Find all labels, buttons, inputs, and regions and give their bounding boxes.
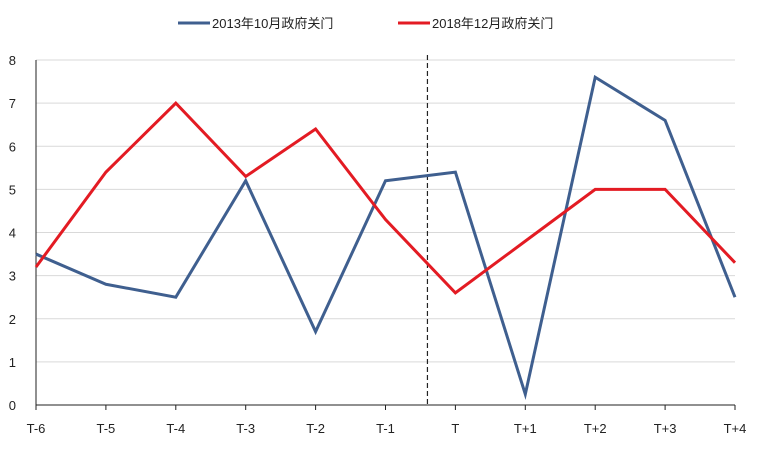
x-tick-label: T+3 xyxy=(654,421,677,436)
y-tick-label: 2 xyxy=(9,312,16,327)
series-line-1 xyxy=(35,74,737,401)
y-tick-label: 7 xyxy=(9,96,16,111)
x-tick-label: T+1 xyxy=(514,421,537,436)
legend-label: 2013年10月政府关门 xyxy=(212,16,333,31)
y-tick-label: 8 xyxy=(9,53,16,68)
x-tick-label: T-3 xyxy=(236,421,255,436)
legend-label: 2018年12月政府关门 xyxy=(432,16,553,31)
x-tick-label: T-1 xyxy=(376,421,395,436)
y-tick-label: 3 xyxy=(9,269,16,284)
x-tick-label: T xyxy=(451,421,459,436)
y-tick-label: 4 xyxy=(9,226,16,241)
x-tick-label: T-6 xyxy=(27,421,46,436)
series-line-2 xyxy=(34,100,737,295)
y-tick-label: 0 xyxy=(9,398,16,413)
x-tick-label: T+4 xyxy=(724,421,747,436)
x-tick-label: T-5 xyxy=(97,421,116,436)
y-tick-label: 6 xyxy=(9,139,16,154)
x-tick-label: T+2 xyxy=(584,421,607,436)
legend: 2013年10月政府关门 2018年12月政府关门 xyxy=(178,16,553,31)
x-tick-label: T-2 xyxy=(306,421,325,436)
x-tick-label: T-4 xyxy=(166,421,185,436)
y-tick-label: 1 xyxy=(9,355,16,370)
y-tick-label: 5 xyxy=(9,182,16,197)
